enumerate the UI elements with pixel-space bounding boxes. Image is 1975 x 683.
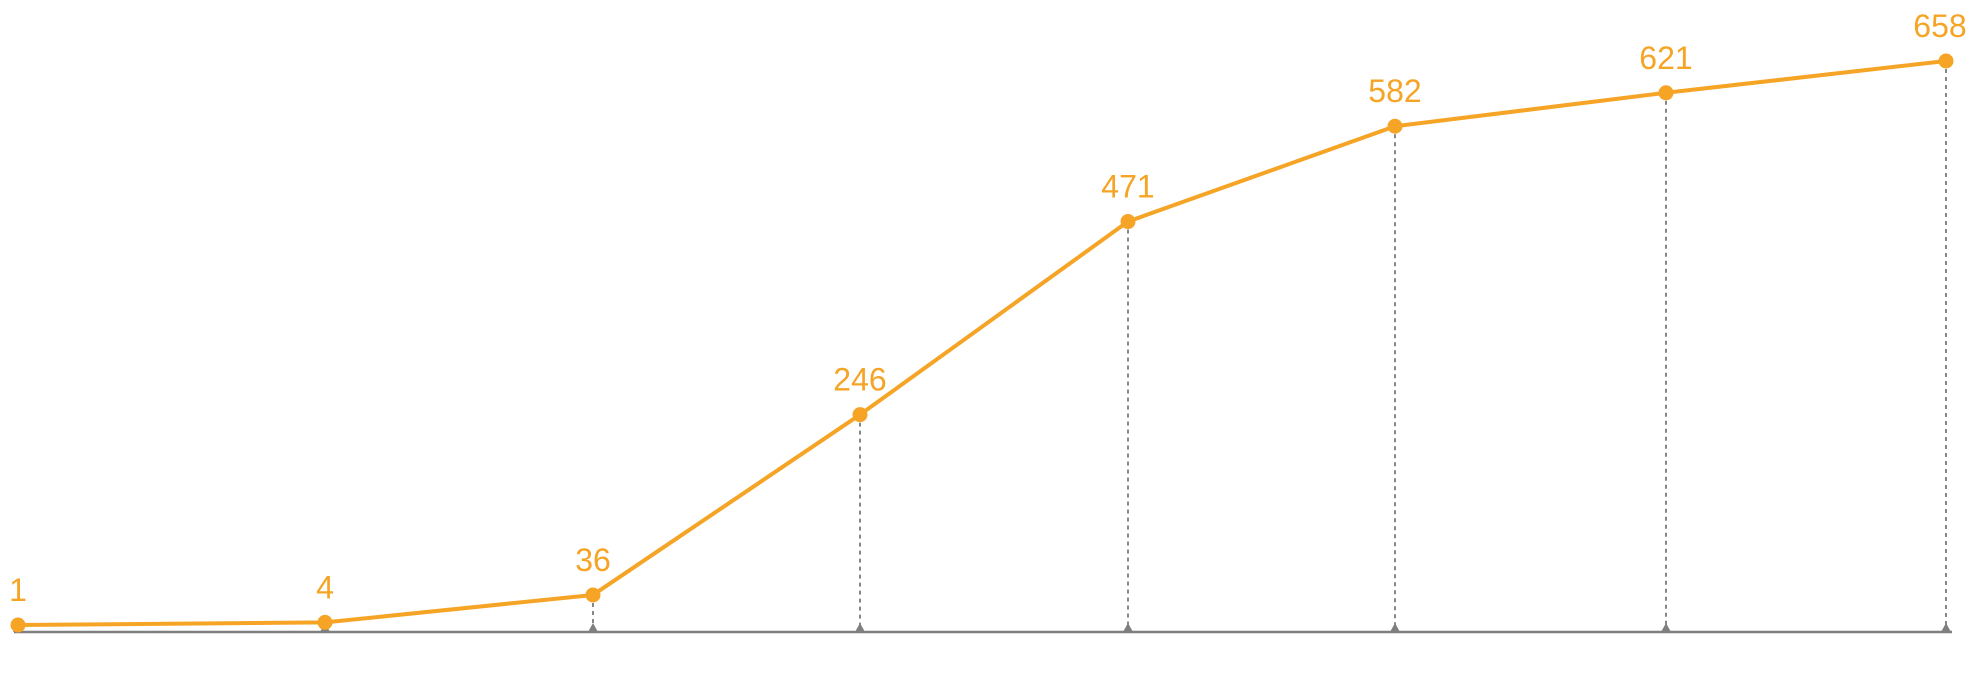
series-line <box>16 59 1948 627</box>
series-line-path <box>16 59 1948 627</box>
axis-tick-marker <box>1390 623 1400 632</box>
axis-tick-marker <box>1123 623 1133 632</box>
data-point <box>585 587 601 603</box>
data-point <box>1387 118 1403 134</box>
data-point <box>1120 214 1136 230</box>
drop-lines <box>17 69 1947 633</box>
data-label: 246 <box>833 362 886 398</box>
data-label: 1 <box>9 572 27 608</box>
data-label: 471 <box>1101 169 1154 205</box>
axis-tick-marker <box>1661 623 1671 632</box>
data-label: 658 <box>1913 8 1966 44</box>
axis-tick-marker <box>855 623 865 632</box>
data-labels: 1 4 36 246 471 582 621 658 <box>9 8 1967 608</box>
data-label: 36 <box>575 542 611 578</box>
data-point <box>852 407 868 423</box>
data-label: 621 <box>1639 40 1692 76</box>
data-points <box>10 53 1954 633</box>
data-label: 582 <box>1368 73 1421 109</box>
data-point <box>10 617 26 633</box>
data-point <box>317 614 333 630</box>
data-point <box>1658 85 1674 101</box>
axis-tick-marker <box>588 623 598 632</box>
axis-tick-marker <box>1941 623 1951 632</box>
data-label: 4 <box>316 569 334 605</box>
data-point <box>1938 53 1954 69</box>
